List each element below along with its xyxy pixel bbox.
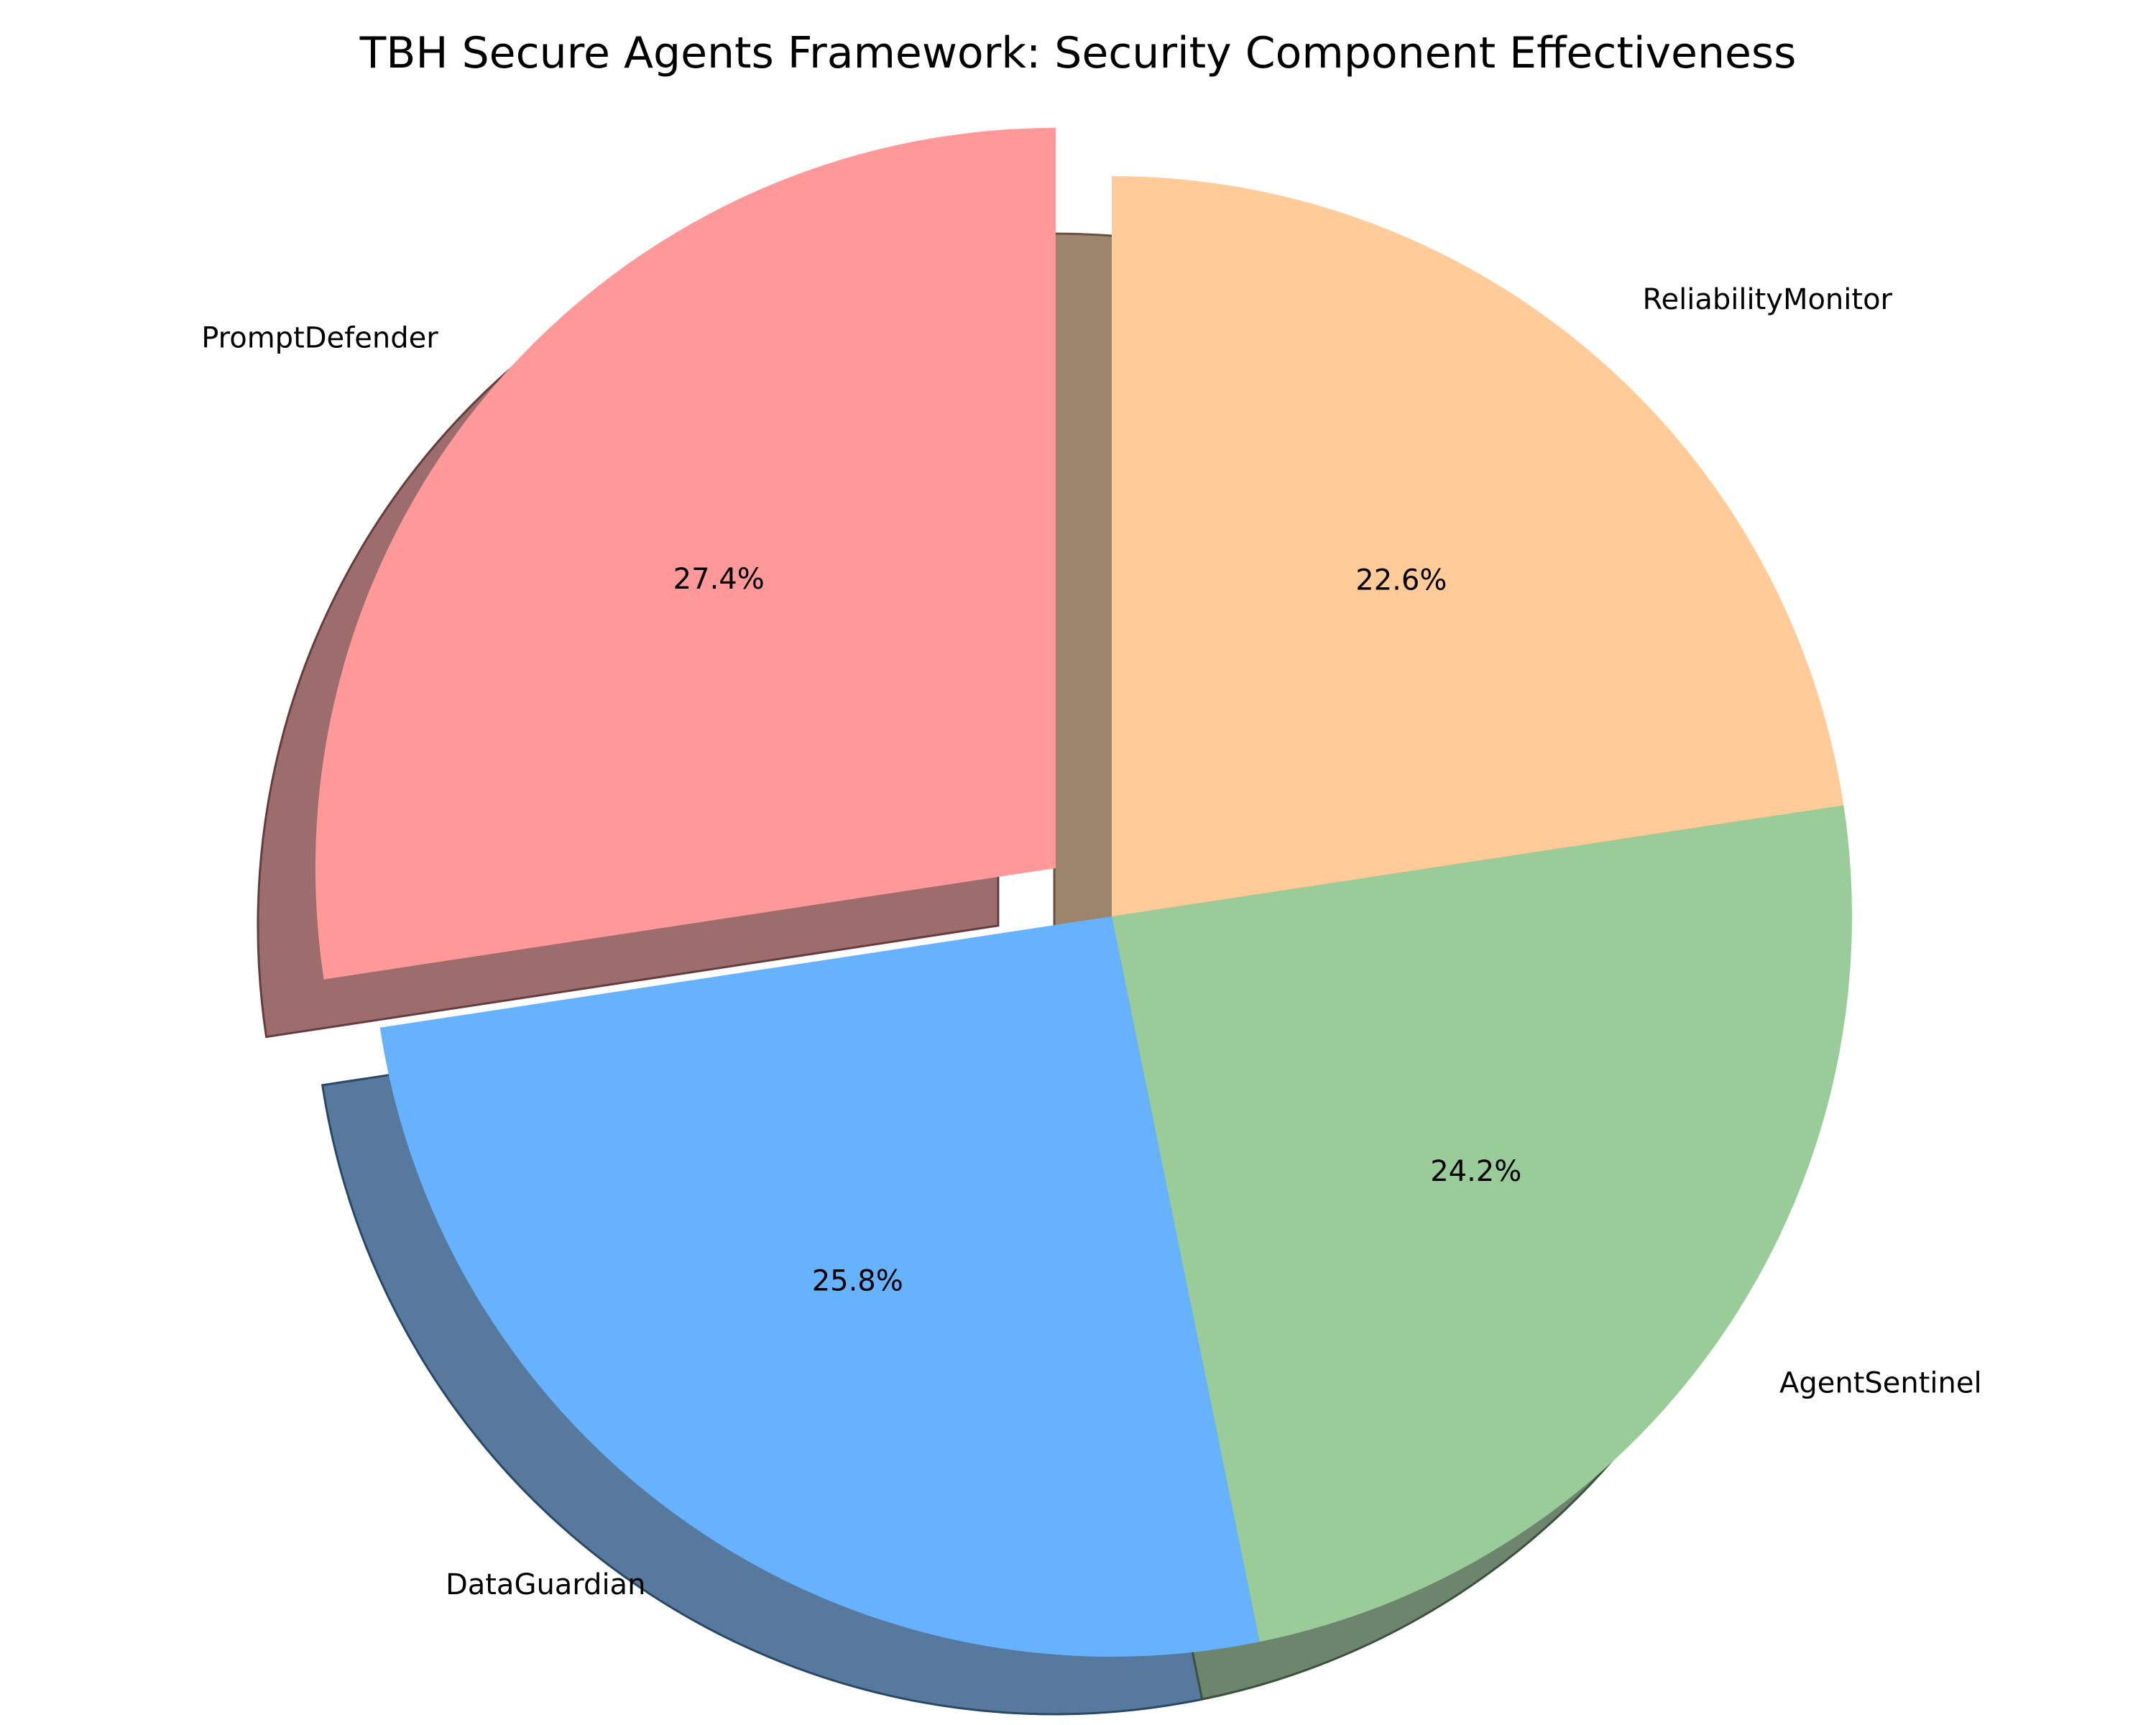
- pie-labels: PromptDefender 27.4% DataGuardian 25.8% Agen…: [201, 283, 1981, 1601]
- data-guardian-label: DataGuardian: [446, 1568, 645, 1601]
- agent-sentinel-percent-label: 24.2%: [1430, 1155, 1521, 1188]
- reliability-monitor-percent-label: 22.6%: [1355, 564, 1447, 597]
- pie-slices: [315, 127, 1852, 1657]
- reliability-monitor-label: ReliabilityMonitor: [1643, 283, 1893, 316]
- data-guardian-slice: [379, 916, 1260, 1657]
- agent-sentinel-label: AgentSentinel: [1779, 1367, 1982, 1400]
- agent-sentinel-slice: [1112, 805, 1852, 1642]
- data-guardian-percent-label: 25.8%: [812, 1265, 903, 1298]
- prompt-defender-slice: [315, 127, 1056, 980]
- prompt-defender-percent-label: 27.4%: [673, 563, 765, 596]
- reliability-monitor-slice: [1112, 175, 1844, 916]
- prompt-defender-label: PromptDefender: [201, 321, 438, 354]
- chart-title: TBH Secure Agents Framework: Security Co…: [359, 28, 1797, 78]
